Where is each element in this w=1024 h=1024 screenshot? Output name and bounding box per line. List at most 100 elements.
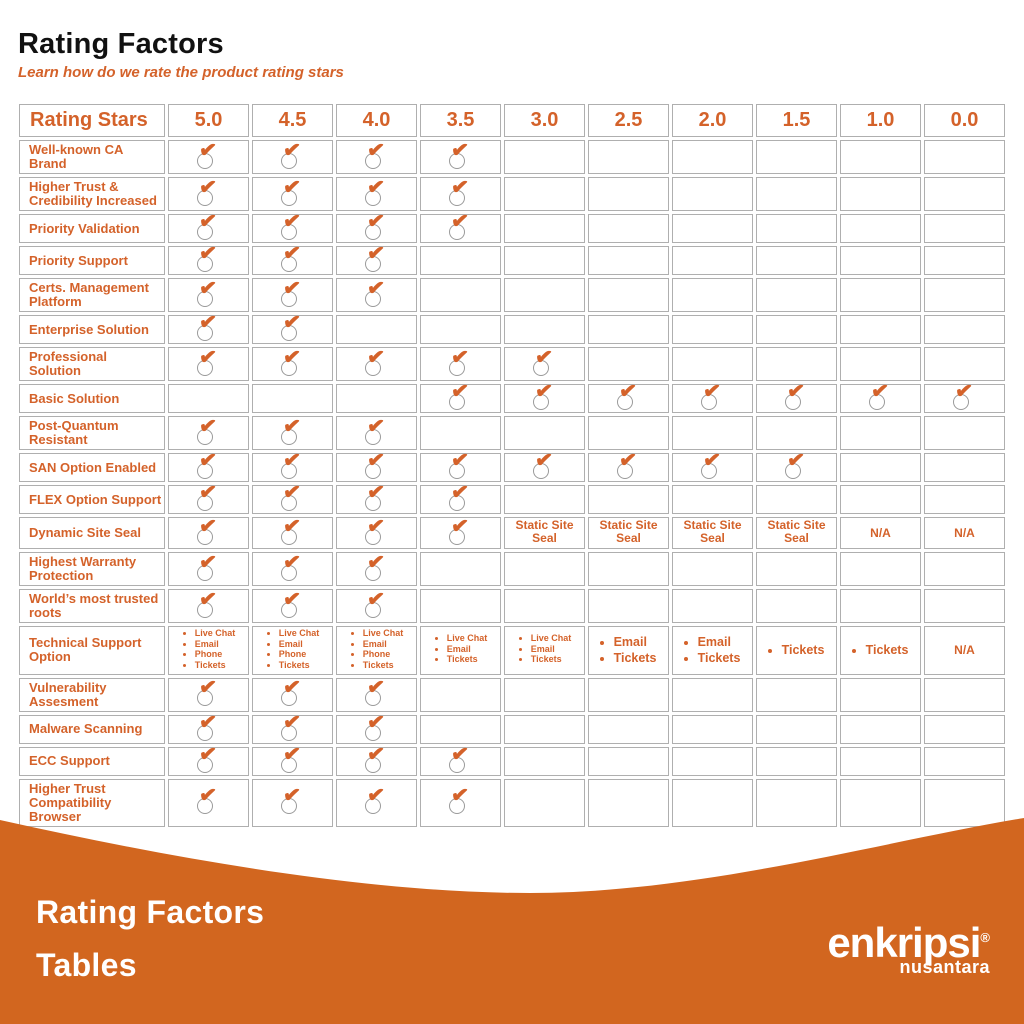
check-tick: ✔	[197, 586, 218, 612]
header-rating-2.0: 2.0	[672, 104, 753, 137]
cell-text: Static Site Seal	[767, 518, 826, 545]
table-cell: Live ChatEmailTickets	[420, 626, 501, 675]
check-tick: ✔	[449, 379, 470, 404]
table-cell	[336, 384, 417, 413]
table-cell: EmailTickets	[672, 626, 753, 675]
table-cell	[504, 746, 585, 776]
check-tick: ✔	[197, 675, 218, 700]
header-rating-1.5: 1.5	[756, 104, 837, 137]
table-cell	[672, 778, 753, 827]
table-header-row: Rating Stars 5.0 4.5 4.0 3.5 3.0 2.5 2.0 1.5 1.0 0…	[19, 104, 1005, 137]
check-tick: ✔	[281, 209, 302, 234]
check-circle	[281, 359, 297, 376]
check-circle	[365, 152, 381, 169]
support-option-item: Tickets	[447, 654, 488, 665]
check-circle	[365, 724, 381, 741]
table-cell	[672, 677, 753, 712]
table-cell	[588, 485, 669, 514]
table-cell	[924, 177, 1005, 211]
table-cell	[840, 177, 921, 211]
check-tick: ✔	[197, 549, 218, 575]
table-cell	[840, 589, 921, 623]
check-icon: ✔	[279, 209, 306, 241]
support-option-item: Tickets	[195, 660, 236, 671]
check-icon: ✔	[363, 175, 390, 207]
check-icon: ✔	[363, 783, 390, 815]
check-circle	[449, 152, 465, 169]
check-tick: ✔	[785, 379, 806, 404]
check-icon: ✔	[279, 345, 306, 377]
table-cell: ✔	[252, 778, 333, 827]
table-cell	[672, 552, 753, 586]
row-label: Well-known CA Brand	[19, 140, 165, 174]
table-cell: ✔	[252, 587, 333, 623]
table-cell	[420, 552, 501, 586]
check-tick: ✔	[365, 241, 386, 266]
table-cell	[672, 714, 753, 744]
check-icon: ✔	[279, 783, 306, 815]
check-circle	[197, 325, 213, 341]
table-cell: ✔	[420, 345, 501, 381]
table-cell: ✔	[336, 448, 417, 482]
check-tick: ✔	[365, 137, 386, 163]
header-rating-4.5: 4.5	[252, 104, 333, 137]
check-circle	[365, 756, 381, 773]
table-cell: Static Site Seal	[672, 517, 753, 549]
table-cell	[924, 315, 1005, 344]
table-row: World’s most trusted roots ✔ ✔ ✔	[19, 586, 1005, 623]
table-cell	[924, 214, 1005, 243]
table-cell	[672, 485, 753, 514]
table-cell: ✔	[168, 514, 249, 549]
row-label: Priority Support	[19, 246, 165, 275]
check-circle	[533, 394, 549, 410]
check-circle	[365, 463, 381, 479]
check-circle	[449, 528, 465, 545]
check-icon: ✔	[447, 175, 474, 207]
table-cell: ✔	[168, 586, 249, 623]
cell-text: N/A	[954, 526, 975, 540]
check-icon: ✔	[195, 742, 222, 774]
table-cell	[756, 140, 837, 174]
footer-wave-shape	[0, 818, 1024, 1024]
check-tick: ✔	[701, 379, 722, 404]
table-cell: N/A	[840, 517, 921, 549]
check-tick: ✔	[197, 275, 218, 301]
check-icon: ✔	[195, 345, 222, 377]
check-circle	[365, 189, 381, 206]
table-cell: ✔	[336, 587, 417, 623]
table-cell: ✔	[336, 276, 417, 312]
table-cell	[672, 140, 753, 174]
row-label: Priority Validation	[19, 214, 165, 243]
table-cell: ✔	[252, 414, 333, 450]
check-tick: ✔	[449, 480, 470, 505]
table-cell: ✔	[588, 379, 669, 413]
table-cell: ✔	[252, 710, 333, 744]
table-cell	[840, 140, 921, 174]
table-cell: ✔	[588, 448, 669, 482]
support-options-list: Live ChatEmailPhoneTickets	[266, 628, 320, 670]
table-cell: ✔	[672, 379, 753, 413]
check-icon: ✔	[363, 276, 390, 308]
check-circle	[449, 495, 465, 511]
check-tick: ✔	[281, 137, 302, 163]
check-tick: ✔	[281, 741, 302, 767]
page-subtitle: Learn how do we rate the product rating …	[18, 64, 344, 81]
check-tick: ✔	[365, 709, 386, 735]
cell-text: N/A	[954, 643, 975, 658]
check-icon: ✔	[363, 241, 390, 273]
check-circle	[197, 152, 213, 169]
table-cell	[924, 246, 1005, 275]
support-option-item: Email	[279, 639, 320, 650]
table-cell: EmailTickets	[588, 626, 669, 675]
table-cell	[504, 416, 585, 450]
check-icon: ✔	[363, 345, 390, 377]
table-row: Dynamic Site Seal ✔ ✔ ✔ ✔ Static Site Seal Sta…	[19, 514, 1005, 549]
table-cell: ✔	[336, 480, 417, 514]
check-circle	[449, 463, 465, 479]
table-cell	[504, 552, 585, 586]
table-cell: ✔	[168, 549, 249, 586]
row-label: Vulnerability Assesment	[19, 677, 165, 712]
check-tick: ✔	[365, 549, 386, 575]
check-icon: ✔	[699, 379, 726, 411]
check-icon: ✔	[363, 480, 390, 512]
